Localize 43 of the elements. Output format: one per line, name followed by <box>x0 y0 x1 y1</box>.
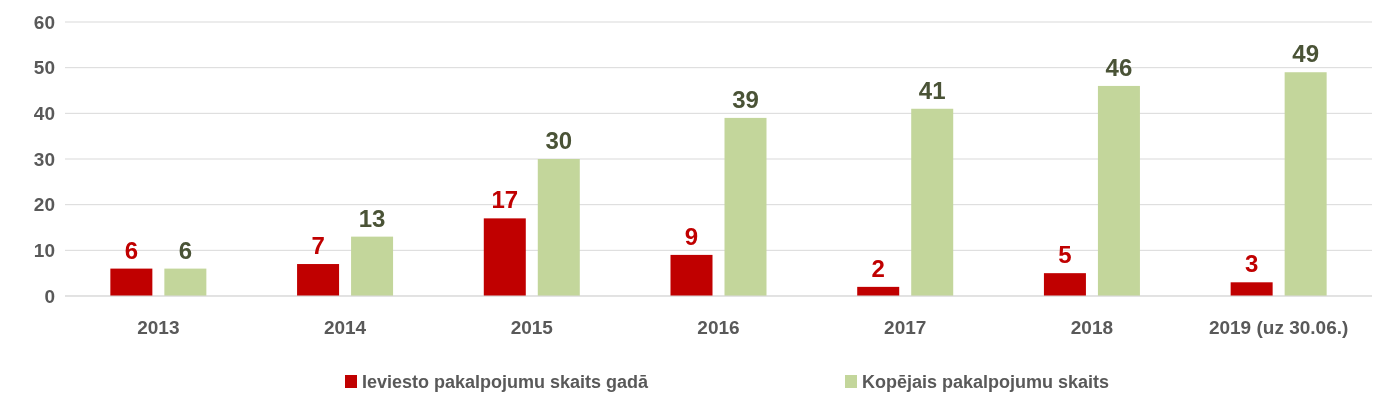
y-tick-label: 20 <box>33 194 55 216</box>
data-label: 5 <box>1058 241 1072 269</box>
bar <box>1043 273 1086 296</box>
bar <box>1230 282 1273 296</box>
bar <box>670 254 713 296</box>
x-tick-label: 2018 <box>1070 317 1114 338</box>
bar <box>351 236 394 296</box>
data-label: 13 <box>358 204 386 232</box>
bar <box>164 268 207 296</box>
y-tick-label: 60 <box>33 11 55 33</box>
x-tick-label: 2016 <box>697 317 740 338</box>
legend-label: Ieviesto pakalpojumu skaits gadā <box>362 372 650 392</box>
y-tick-label: 30 <box>33 148 55 170</box>
data-label: 49 <box>1292 40 1319 68</box>
y-tick-label: 10 <box>33 239 55 261</box>
y-tick-label: 40 <box>33 102 55 124</box>
x-tick-label: 2019 (uz 30.06.) <box>1208 317 1349 338</box>
bar <box>483 218 526 296</box>
data-label: 6 <box>178 236 193 264</box>
data-label: 41 <box>918 76 946 104</box>
bar <box>911 108 954 296</box>
data-label: 39 <box>732 85 759 113</box>
bar <box>1097 85 1140 296</box>
data-label: 30 <box>545 127 573 154</box>
x-tick-label: 2013 <box>137 317 180 338</box>
x-tick-label: 2014 <box>323 317 367 338</box>
data-label: 2 <box>871 254 885 282</box>
bar <box>297 264 340 296</box>
data-label: 9 <box>684 222 699 250</box>
legend-label: Kopējais pakalpojumu skaits <box>862 372 1110 392</box>
bar <box>1284 72 1327 296</box>
x-tick-label: 2015 <box>510 317 554 338</box>
bar <box>110 268 153 296</box>
data-label: 46 <box>1105 53 1133 81</box>
x-tick-label: 2017 <box>884 317 927 338</box>
bar <box>724 117 767 296</box>
data-label: 17 <box>491 186 519 214</box>
data-label: 3 <box>1244 250 1259 278</box>
data-label: 6 <box>124 236 139 264</box>
bar <box>537 159 580 296</box>
y-tick-label: 50 <box>33 57 55 79</box>
y-tick-label: 0 <box>44 285 55 307</box>
data-label: 7 <box>311 232 325 260</box>
